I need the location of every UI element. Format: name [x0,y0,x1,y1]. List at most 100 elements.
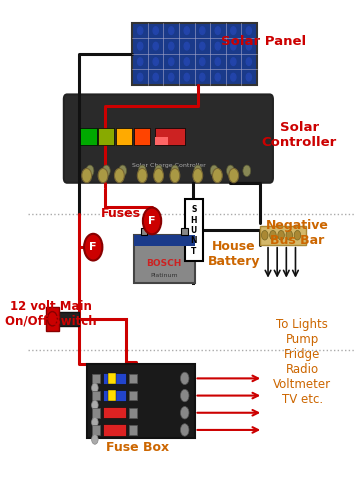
Circle shape [200,58,205,65]
Circle shape [193,168,203,183]
Circle shape [184,58,189,65]
Circle shape [169,42,174,50]
Circle shape [138,165,146,177]
Bar [103,390,126,401]
Text: 12 volt Main
On/Off Switch: 12 volt Main On/Off Switch [5,300,96,328]
Circle shape [180,372,189,384]
Circle shape [169,27,174,35]
Circle shape [137,58,143,65]
Circle shape [137,42,143,50]
Circle shape [231,42,236,50]
Circle shape [246,58,251,65]
Bar [103,424,126,436]
Text: Solar Charge Controller: Solar Charge Controller [131,163,205,168]
Circle shape [180,424,189,436]
Circle shape [180,389,189,402]
Circle shape [200,73,205,81]
Circle shape [119,165,127,177]
Text: F: F [89,242,97,252]
Text: Platinum: Platinum [151,273,178,278]
Circle shape [153,58,158,65]
Text: Solar
Controller: Solar Controller [261,121,337,149]
Circle shape [169,73,174,81]
Circle shape [153,73,158,81]
Text: F: F [148,216,156,226]
Text: +  ☀  -: + ☀ - [82,185,105,191]
Circle shape [86,165,94,177]
Circle shape [194,165,202,177]
Circle shape [231,73,236,81]
Circle shape [226,165,234,177]
Circle shape [215,58,220,65]
Bar [116,128,132,144]
Circle shape [215,73,220,81]
Circle shape [170,168,180,183]
Text: +  💡  -: + 💡 - [202,185,223,192]
Circle shape [229,168,239,183]
Circle shape [294,230,301,240]
Bar [46,307,59,331]
Circle shape [82,168,91,183]
Text: +  🔋  -: + 🔋 - [136,185,158,192]
Circle shape [98,168,108,183]
Bar [98,128,115,144]
Bar [56,312,79,326]
Bar [103,372,126,384]
Text: Negative
Bus Bar: Negative Bus Bar [266,219,329,247]
Bar [185,199,203,262]
Text: BOSCH: BOSCH [147,259,182,268]
Circle shape [91,383,98,393]
Circle shape [154,168,163,183]
Circle shape [137,168,147,183]
Circle shape [137,73,143,81]
Circle shape [243,165,251,177]
Bar [108,390,116,401]
Circle shape [184,42,189,50]
Circle shape [155,165,162,177]
Circle shape [103,165,110,177]
Bar [134,235,194,246]
Bar [91,408,100,418]
Bar [129,408,137,418]
Text: Solar Panel: Solar Panel [221,36,306,48]
Bar [155,137,168,144]
Bar [260,226,305,245]
Text: To Lights
Pump
Fridge
Radio
Voltmeter
TV etc.: To Lights Pump Fridge Radio Voltmeter TV… [273,318,331,406]
Bar [155,128,185,144]
Bar [129,391,137,400]
Circle shape [184,73,189,81]
Circle shape [286,230,293,240]
Bar [182,228,188,235]
Circle shape [246,73,251,81]
Circle shape [213,168,222,183]
Circle shape [278,230,284,240]
Circle shape [215,27,220,35]
Circle shape [200,42,205,50]
Circle shape [143,207,161,234]
Text: House
Battery: House Battery [208,240,260,268]
Circle shape [269,230,276,240]
FancyBboxPatch shape [64,95,273,183]
Bar [87,364,194,438]
Circle shape [184,27,189,35]
Circle shape [153,27,158,35]
Bar [134,235,194,283]
Circle shape [169,58,174,65]
Circle shape [153,42,158,50]
Circle shape [137,27,143,35]
Text: S
H
U
N
T: S H U N T [190,205,197,256]
Circle shape [47,312,57,326]
Text: Fuse Box: Fuse Box [106,441,169,454]
Bar [103,407,126,419]
Bar [132,23,257,85]
Text: Fuses: Fuses [101,207,141,220]
Circle shape [262,230,268,240]
Circle shape [246,27,251,35]
Bar [80,128,96,144]
Bar [91,391,100,400]
Circle shape [91,435,98,444]
Circle shape [91,418,98,427]
Bar [129,425,137,435]
Circle shape [91,400,98,410]
Bar [129,373,137,383]
